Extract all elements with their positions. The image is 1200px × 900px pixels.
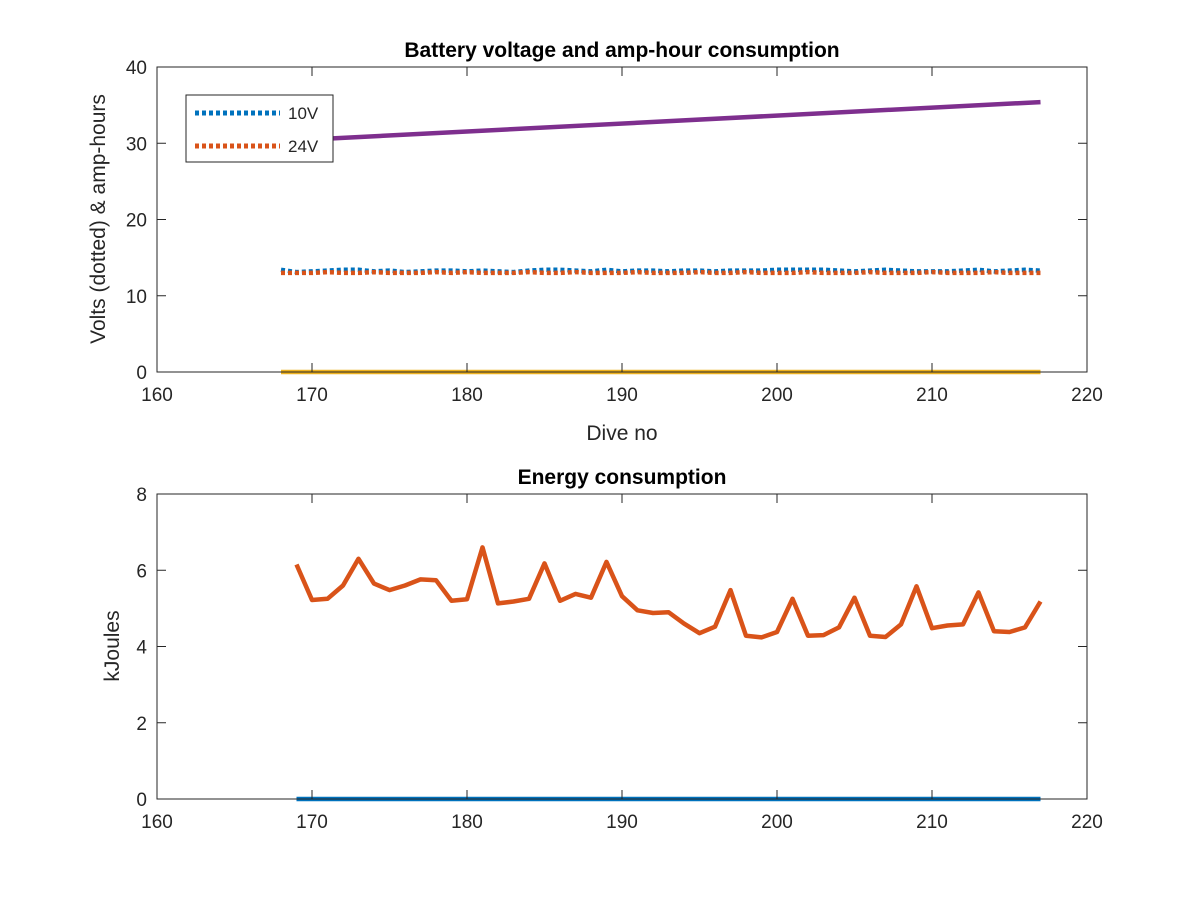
energy-chart: 160 170 180 190 200 210 220 0 2 4 6 8 Energy consum…	[101, 466, 1103, 833]
y-tick-label: 20	[126, 211, 147, 232]
series-line-2	[294, 545, 1043, 640]
x-tick-label: 180	[451, 385, 483, 406]
x-tick-label: 190	[606, 812, 638, 833]
y-tick-label: 6	[136, 561, 147, 582]
y-tick-label: 40	[126, 58, 147, 79]
chart-title: Energy consumption	[518, 466, 727, 489]
x-axis-label: Dive no	[586, 422, 657, 445]
x-tick-label: 220	[1071, 385, 1103, 406]
voltage-chart: 160 170 180 190 200 210 220 0 10 20 30 40 Battery v…	[87, 39, 1103, 445]
y-axis-label: kJoules	[101, 610, 124, 681]
y-tick-label: 0	[136, 363, 147, 384]
y-tick-label: 8	[136, 485, 147, 506]
y-tick-label: 2	[136, 714, 147, 735]
legend-label-24v: 24V	[288, 137, 319, 156]
y-tick-label: 10	[126, 287, 147, 308]
legend-box	[185, 94, 334, 163]
x-tick-label: 160	[141, 812, 173, 833]
x-tick-label: 170	[296, 812, 328, 833]
x-tick-label: 200	[761, 812, 793, 833]
x-tick-label: 190	[606, 385, 638, 406]
chart-title: Battery voltage and amp-hour consumption	[404, 39, 839, 62]
series-line-4	[280, 99, 1041, 144]
x-tick-label: 220	[1071, 812, 1103, 833]
x-tick-label: 210	[916, 812, 948, 833]
legend-label-10v: 10V	[288, 104, 319, 123]
legend: 10V 24V	[185, 94, 334, 163]
x-tick-label: 210	[916, 385, 948, 406]
y-axis-label: Volts (dotted) & amp-hours	[87, 94, 110, 344]
series-line-24v	[281, 269, 1041, 276]
x-tick-label: 160	[141, 385, 173, 406]
x-tick-label: 200	[761, 385, 793, 406]
x-tick-label: 170	[296, 385, 328, 406]
x-tick-label: 180	[451, 812, 483, 833]
y-tick-label: 0	[136, 790, 147, 811]
y-tick-label: 30	[126, 134, 147, 155]
y-tick-label: 4	[136, 638, 147, 659]
